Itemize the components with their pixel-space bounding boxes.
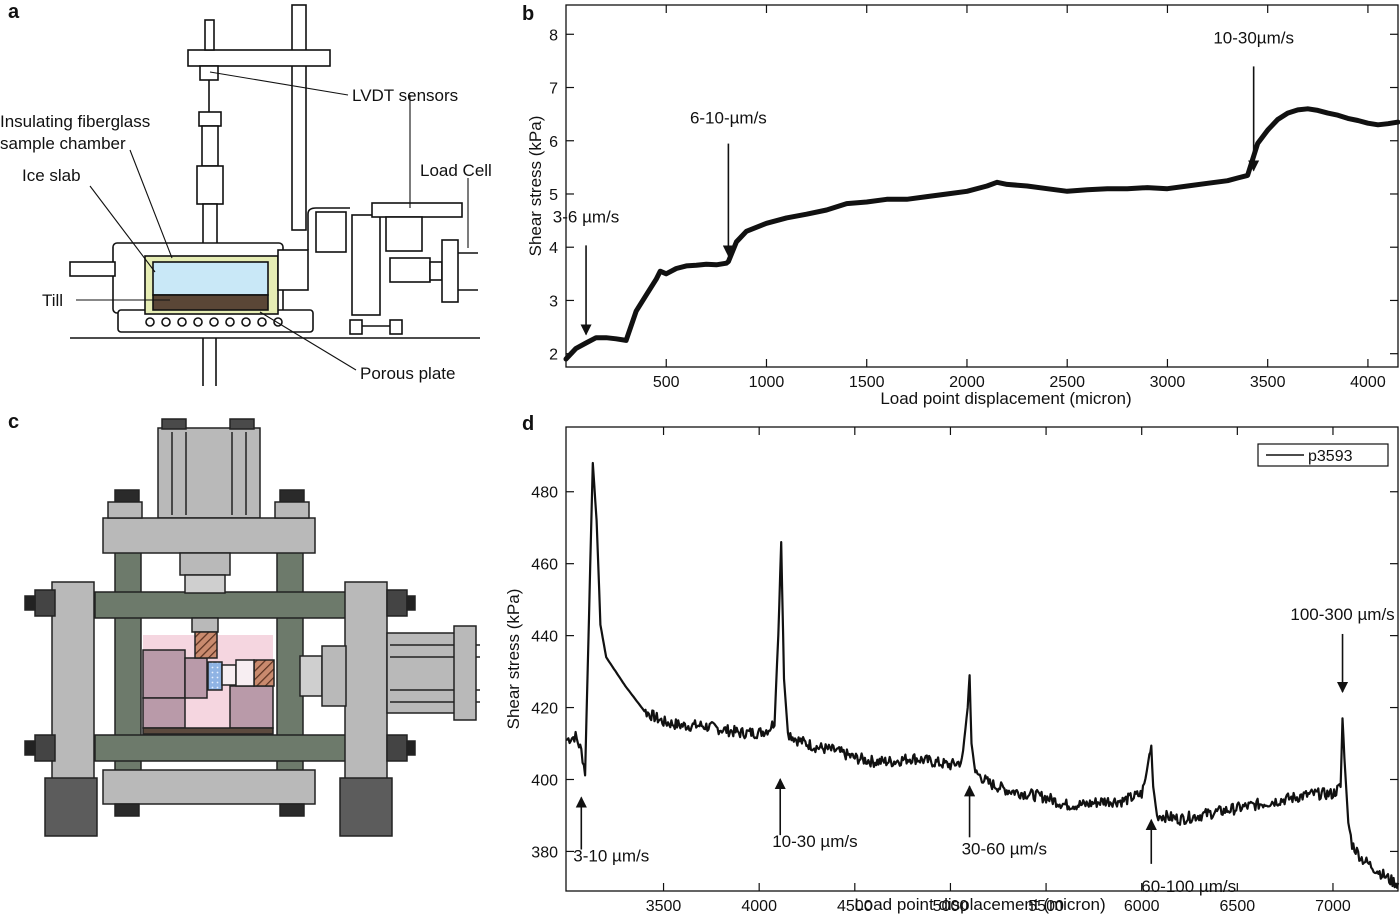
chart-b-xtick-label: 3000 [1150,374,1186,391]
chart-d-ticks: 3500 4000 4500 5000 5500 6000 6500 7000 380 400 42… [531,427,1398,915]
chart-d-ytick-label: 460 [531,557,558,574]
panel-a: a [0,1,492,386]
panel-c: c [8,411,480,837]
chart-b-xtick-label: 4000 [1350,374,1386,391]
chart-b-frame [565,4,1399,368]
chart-b-xtick-label: 2500 [1049,374,1085,391]
chart-d-xtick-label: 6500 [1220,898,1256,915]
chart-b-ytick-label: 4 [549,240,558,257]
panel-d: d 3500 4000 4500 5000 5500 6000 6500 7000 380 400… [504,413,1400,915]
chart-d-xtick-label: 5500 [1028,898,1064,915]
chart-d-xtick-label: 7000 [1315,898,1351,915]
porous-plate-holes [145,317,283,327]
label-ice-slab: Ice slab [22,166,81,185]
chart-d-xtick-label: 4500 [837,898,873,915]
legend-label: p3593 [1308,448,1353,465]
chart-d-frame [565,426,1399,892]
chart-b-ytick-label: 3 [549,293,558,310]
panel-a-apparatus-drawing [69,4,480,386]
chart-d-ytick-label: 440 [531,629,558,646]
chart-b-xtick-label: 1500 [849,374,885,391]
chart-d-series-line [565,461,1400,889]
chart-b-xtick-label: 2000 [949,374,985,391]
chart-d-xlabel: Load point displacement (micron) [854,895,1105,914]
label-lvdt-sensors: LVDT sensors [352,86,458,105]
chart-d-annotation-label: 60-100 µm/s [1141,877,1236,896]
label-porous-plate: Porous plate [360,364,455,383]
chart-d-xtick-label: 6000 [1124,898,1160,915]
chart-b-ytick-label: 6 [549,134,558,151]
chart-d-ytick-label: 400 [531,772,558,789]
chart-b-ytick-label: 8 [549,27,558,44]
panel-c-press-drawing [24,418,480,837]
chart-b-xlabel: Load point displacement (micron) [880,389,1131,408]
chart-b-ytick-label: 7 [549,81,558,98]
chart-d-ytick-label: 480 [531,485,558,502]
chart-d-annotation-label: 3-10 µm/s [573,846,649,865]
chart-b-xtick-label: 1000 [749,374,785,391]
chart-d-xtick-label: 3500 [646,898,682,915]
chart-b-annotation-label: 3-6 µm/s [553,207,619,226]
panel-a-leaders [76,71,469,371]
chart-d-annotations: 3-10 µm/s 10-30 µm/s 30-60 µm/s 60-100 µm/s… [573,605,1394,896]
chart-b-xtick-label: 3500 [1250,374,1286,391]
chart-d-ytick-label: 380 [531,844,558,861]
chart-b-ylabel: Shear stress (kPa) [526,116,545,257]
panel-b-letter: b [522,3,534,25]
chart-b-ticks: 500 1000 1500 2000 2500 3000 3500 4000 2 3 4 5 6 7 8 [549,5,1398,391]
label-till: Till [42,291,63,310]
chart-b-ytick-label: 2 [549,347,558,364]
chart-b-annotation-label: 10-30µm/s [1213,28,1294,47]
chart-d-xtick-label: 4000 [741,898,777,915]
chart-b-ytick-label: 5 [549,187,558,204]
label-fiberglass-line1: Insulating fiberglass [0,112,150,131]
chart-d-annotation-label: 30-60 µm/s [962,839,1047,858]
panel-c-letter: c [8,411,19,433]
chart-d-annotation-label: 100-300 µm/s [1290,605,1394,624]
chart-b-series-line [563,106,1400,362]
chart-d-ylabel: Shear stress (kPa) [504,589,523,730]
label-load-cell: Load Cell [420,161,492,180]
label-fiberglass-line2: sample chamber [0,134,126,153]
chart-d-legend: p3593 [1257,443,1389,467]
chart-b-annotation-label: 6-10-µm/s [690,109,767,128]
chart-d-ytick-label: 420 [531,701,558,718]
chart-b-annotations: 3-6 µm/s 6-10-µm/s 10-30µm/s [553,28,1294,336]
panel-a-letter: a [8,1,20,23]
panel-d-letter: d [522,413,534,435]
chart-d-xtick-label: 5000 [933,898,969,915]
chart-b-xtick-label: 500 [653,374,680,391]
panel-b: b 500 1000 1500 2000 2500 3000 3500 4000 2 3 4 5 6 7 8… [522,3,1400,408]
chart-d-annotation-label: 10-30 µm/s [772,832,857,851]
